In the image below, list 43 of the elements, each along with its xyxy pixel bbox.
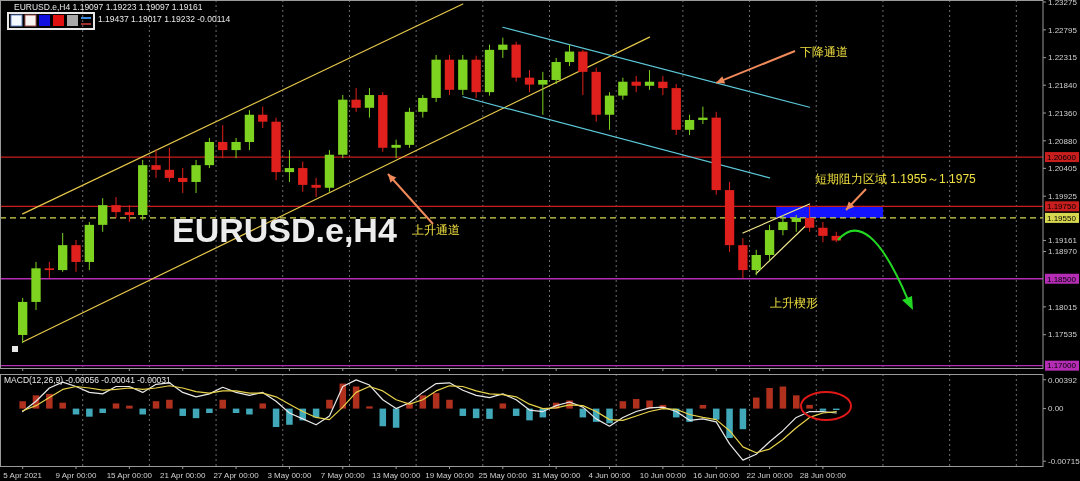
chart-title: EURUSD.e,H4 1.19097 1.19223 1.19097 1.19161	[14, 2, 203, 12]
x-tick-label: 3 May 00:00	[267, 471, 312, 480]
x-tick-label: 22 Jun 00:00	[746, 471, 794, 480]
y-tick-label: 1.21360	[1048, 108, 1078, 118]
x-tick-label: 21 Apr 00:00	[160, 471, 206, 480]
annotation: 上升通道	[412, 223, 460, 237]
x-tick-label: 28 Jun 00:00	[799, 471, 847, 480]
chart-title: MACD(12,26,9) -0.00056 -0.00041 -0.00031	[4, 375, 172, 385]
x-tick-label: 31 May 00:00	[531, 471, 581, 480]
ref-line-label: 1.19750	[1047, 202, 1077, 212]
x-tick-label: 9 Apr 00:00	[55, 471, 98, 480]
x-tick-label: 10 Jun 00:00	[639, 471, 687, 480]
y-tick-label: 1.20405	[1048, 164, 1078, 174]
annotation: 下降通道	[800, 45, 848, 59]
ref-line-label: 1.19550	[1047, 213, 1077, 223]
ref-line-label: 1.20600	[1047, 152, 1077, 162]
ref-line-label: 1.17000	[1047, 361, 1077, 371]
annotation: 上升楔形	[770, 296, 818, 310]
x-tick-label: 13 May 00:00	[371, 471, 421, 480]
x-tick-label: 7 May 00:00	[320, 471, 366, 480]
y-tick-label: 1.19925	[1048, 191, 1078, 201]
y-tick-label: 0.00392	[1048, 375, 1078, 385]
y-tick-label: 1.17535	[1048, 330, 1078, 340]
y-tick-label: 1.22315	[1048, 53, 1078, 63]
x-tick-label: 16 Jun 00:00	[693, 471, 740, 480]
y-tick-label: 1.19161	[1048, 236, 1078, 246]
y-tick-label: 1.18970	[1048, 247, 1078, 257]
x-tick-label: 25 May 00:00	[478, 471, 528, 480]
y-tick-label: -0.00715	[1048, 457, 1080, 467]
x-tick-label: 27 Apr 00:00	[213, 471, 260, 480]
x-tick-label: 5 Apr 2021	[3, 471, 43, 480]
text: 1.19437 1.19017 1.19232 -0.00114	[98, 14, 231, 24]
ref-line-label: 1.18500	[1047, 274, 1077, 284]
y-tick-label: 1.20880	[1048, 136, 1078, 146]
band-label: 短期阻力区域 1.1955～1.1975	[815, 172, 977, 186]
y-tick-label: 1.22795	[1048, 25, 1078, 35]
x-tick-label: 4 Jun 00:00	[588, 471, 631, 480]
y-tick-label: 1.18015	[1048, 302, 1078, 312]
y-tick-label: 0.00	[1048, 404, 1065, 414]
x-tick-label: 15 Apr 00:00	[106, 471, 153, 480]
x-tick-label: 19 May 00:00	[425, 471, 475, 480]
y-tick-label: 1.23275	[1048, 0, 1078, 7]
y-tick-label: 1.21840	[1048, 80, 1078, 90]
